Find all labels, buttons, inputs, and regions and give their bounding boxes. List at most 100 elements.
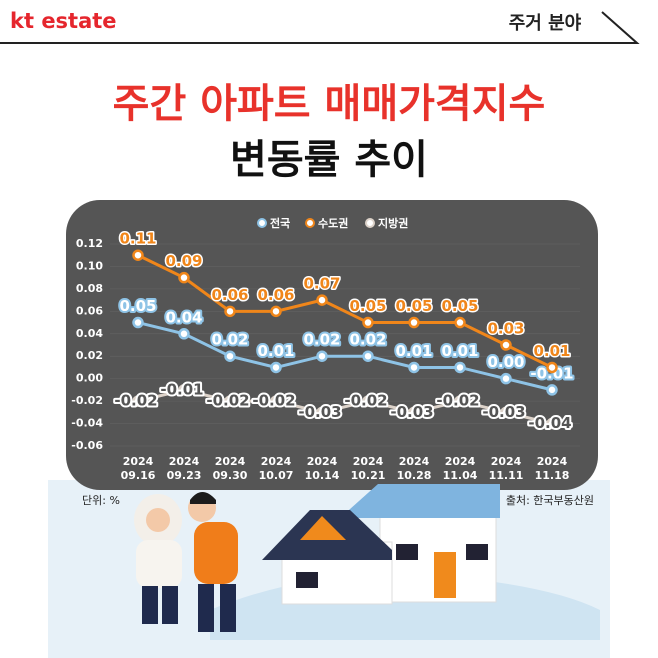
value-label: -0.02 bbox=[206, 392, 249, 410]
point bbox=[454, 361, 466, 374]
value-label: -0.02 bbox=[114, 392, 157, 410]
value-label: -0.02 bbox=[344, 392, 387, 410]
y-tick-label: -0.02 bbox=[71, 394, 103, 407]
point bbox=[316, 294, 328, 306]
houses bbox=[262, 484, 500, 605]
plot: 0.120.100.080.060.040.020.00-0.02-0.04-0… bbox=[71, 216, 580, 482]
header-rule bbox=[0, 11, 640, 44]
brand: kt estate bbox=[10, 9, 117, 33]
legend-marker bbox=[257, 218, 267, 228]
chart-panel bbox=[66, 200, 598, 490]
point bbox=[270, 305, 282, 318]
point bbox=[178, 384, 190, 396]
value-label: 0.04 bbox=[165, 308, 202, 326]
point bbox=[316, 350, 328, 362]
point bbox=[546, 361, 558, 374]
source-note: 출처: 한국부동산원 bbox=[506, 494, 594, 507]
y-tick-label: 0.06 bbox=[76, 304, 103, 317]
value-label: 0.01 bbox=[395, 342, 432, 360]
legend-label: 지방권 bbox=[378, 216, 408, 230]
value-label: 0.00 bbox=[487, 353, 524, 371]
point bbox=[178, 328, 190, 340]
y-tick-label: 0.12 bbox=[76, 237, 103, 250]
value-label: 0.01 bbox=[441, 342, 478, 360]
value-label: -0.03 bbox=[482, 403, 525, 421]
x-tick-label: 2024 11.04 bbox=[443, 455, 478, 482]
y-tick-label: -0.04 bbox=[71, 417, 103, 430]
x-tick-label: 2024 10.14 bbox=[305, 455, 340, 482]
y-tick-label: 0.10 bbox=[76, 259, 103, 272]
value-label: 0.01 bbox=[533, 342, 570, 360]
point bbox=[270, 361, 282, 374]
x-tick-label: 2024 10.21 bbox=[351, 455, 386, 482]
x-tick-label: 2024 11.18 bbox=[535, 455, 570, 482]
point bbox=[500, 406, 512, 419]
point bbox=[546, 384, 558, 396]
point bbox=[500, 372, 512, 385]
series-line bbox=[137, 321, 553, 392]
x-tick-label: 2024 11.11 bbox=[489, 455, 524, 482]
point bbox=[362, 316, 374, 329]
x-tick-label: 2024 09.16 bbox=[121, 455, 156, 482]
value-label: -0.04 bbox=[528, 414, 571, 432]
value-label: 0.06 bbox=[257, 286, 294, 304]
point bbox=[408, 406, 420, 419]
point bbox=[224, 395, 236, 407]
x-tick-label: 2024 09.30 bbox=[213, 455, 248, 482]
y-tick-label: 0.04 bbox=[76, 327, 103, 340]
value-label: 0.05 bbox=[119, 297, 156, 315]
point bbox=[132, 316, 144, 329]
x-tick-label: 2024 10.07 bbox=[259, 455, 294, 482]
point bbox=[408, 361, 420, 374]
y-tick-label: -0.06 bbox=[71, 439, 103, 452]
point bbox=[362, 395, 374, 407]
legend-marker bbox=[305, 218, 315, 228]
point bbox=[178, 271, 190, 284]
x-tick-label: 2024 09.23 bbox=[167, 455, 202, 482]
legend-marker bbox=[365, 218, 375, 228]
value-label: -0.01 bbox=[530, 364, 573, 382]
value-label: 0.06 bbox=[211, 286, 248, 304]
series-line bbox=[137, 388, 553, 426]
point bbox=[316, 406, 328, 419]
value-label: 0.02 bbox=[211, 331, 248, 349]
title: 주간 아파트 매매가격지수 bbox=[113, 81, 546, 127]
point bbox=[454, 316, 466, 329]
legend-label: 수도권 bbox=[318, 217, 348, 230]
value-label: -0.03 bbox=[298, 403, 341, 421]
section: 주거 분야 bbox=[509, 13, 582, 34]
series-line bbox=[137, 253, 553, 369]
people bbox=[134, 492, 238, 632]
value-label: -0.03 bbox=[390, 403, 433, 421]
value-label: 0.03 bbox=[487, 320, 524, 338]
value-label: 0.02 bbox=[303, 331, 340, 349]
value-label: 0.02 bbox=[349, 331, 386, 349]
point bbox=[546, 417, 558, 430]
value-label: -0.01 bbox=[160, 380, 203, 398]
point bbox=[270, 395, 282, 407]
value-label: 0.05 bbox=[349, 297, 386, 315]
x-tick-label: 2024 10.28 bbox=[397, 455, 432, 482]
value-label: 0.05 bbox=[441, 297, 478, 315]
point bbox=[224, 305, 236, 318]
point bbox=[132, 395, 144, 407]
legend-label: 전국 bbox=[270, 216, 290, 230]
y-tick-label: 0.00 bbox=[76, 372, 103, 385]
point bbox=[408, 316, 420, 329]
subtitle: 변동률 추이 bbox=[230, 137, 428, 183]
point bbox=[500, 339, 512, 351]
unit-note: 단위: % bbox=[82, 494, 120, 507]
value-label: 0.11 bbox=[119, 230, 156, 248]
point bbox=[454, 395, 466, 407]
value-label: -0.02 bbox=[436, 392, 479, 410]
point bbox=[132, 249, 144, 261]
point bbox=[224, 350, 236, 362]
y-tick-label: 0.02 bbox=[76, 349, 103, 362]
value-label: 0.01 bbox=[257, 342, 294, 360]
value-label: 0.05 bbox=[395, 297, 432, 315]
value-label: 0.09 bbox=[165, 252, 202, 270]
value-label: -0.02 bbox=[252, 392, 295, 410]
value-label: 0.07 bbox=[303, 275, 340, 293]
y-tick-label: 0.08 bbox=[76, 282, 103, 295]
